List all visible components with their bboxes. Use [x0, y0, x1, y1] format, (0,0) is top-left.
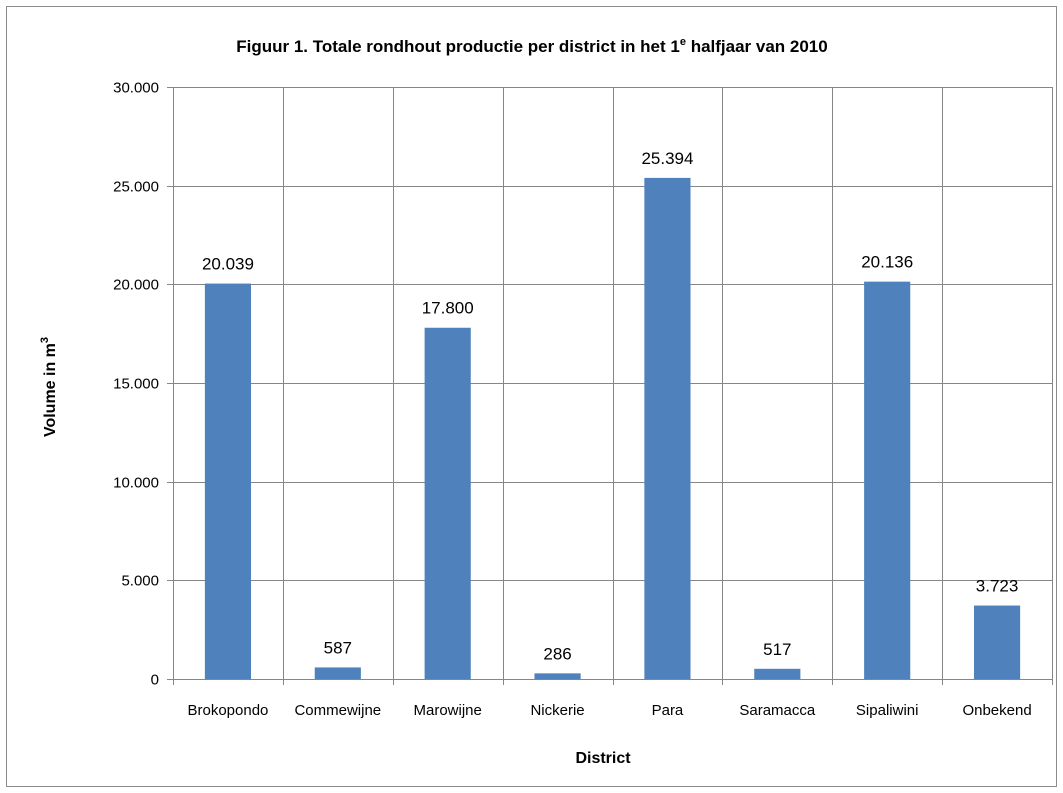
x-tick-label: Saramacca [739, 702, 816, 719]
data-label: 17.800 [422, 299, 474, 318]
data-label: 25.394 [641, 149, 693, 168]
chart-title-suffix: halfjaar van 2010 [686, 37, 828, 56]
y-axis-title: Volume in m3 [39, 337, 59, 437]
y-axis-title-main: Volume in m [42, 343, 59, 437]
x-tick-label: Onbekend [962, 702, 1031, 719]
bar-sipaliwini [864, 281, 911, 679]
y-tick-label: 20.000 [113, 277, 159, 294]
data-label: 20.039 [202, 255, 254, 274]
plot-area: 0 5.000 10.000 15.000 20.000 25.000 30.000 20.0… [113, 80, 1053, 719]
bar-nickerie [534, 673, 581, 679]
x-tick-label: Brokopondo [187, 702, 268, 719]
bar-commewijne [314, 667, 361, 679]
x-tick-label: Marowijne [414, 702, 482, 719]
data-label: 3.723 [976, 577, 1019, 596]
x-tick-label: Para [652, 702, 684, 719]
y-axis-title-superscript: 3 [39, 337, 51, 343]
x-axis-title: District [575, 750, 631, 767]
bar-onbekend [973, 605, 1021, 679]
bar-marowijne [424, 327, 471, 679]
bar-para [644, 177, 691, 680]
y-tick-label: 5.000 [121, 573, 159, 590]
bar-chart: Figuur 1. Totale rondhout productie per … [39, 36, 1053, 767]
x-tick-label: Nickerie [530, 702, 584, 719]
y-tick-label: 0 [151, 672, 159, 689]
chart-title-superscript: e [680, 36, 686, 48]
y-tick-label: 25.000 [113, 179, 159, 196]
x-tick-label: Commewijne [294, 702, 381, 719]
data-label: 286 [543, 644, 571, 663]
data-label: 587 [324, 638, 352, 657]
chart-title-main: Figuur 1. Totale rondhout productie per … [236, 37, 680, 56]
bar-saramacca [754, 668, 801, 679]
y-tick-label: 30.000 [113, 80, 159, 97]
chart-title: Figuur 1. Totale rondhout productie per … [236, 36, 827, 56]
y-tick-label: 15.000 [113, 376, 159, 393]
x-tick-label: Sipaliwini [856, 702, 919, 719]
y-tick-label: 10.000 [113, 475, 159, 492]
data-label: 517 [763, 640, 791, 659]
data-label: 20.136 [861, 253, 913, 272]
chart-frame: Figuur 1. Totale rondhout productie per … [6, 6, 1057, 787]
bar-brokopondo [204, 283, 252, 679]
